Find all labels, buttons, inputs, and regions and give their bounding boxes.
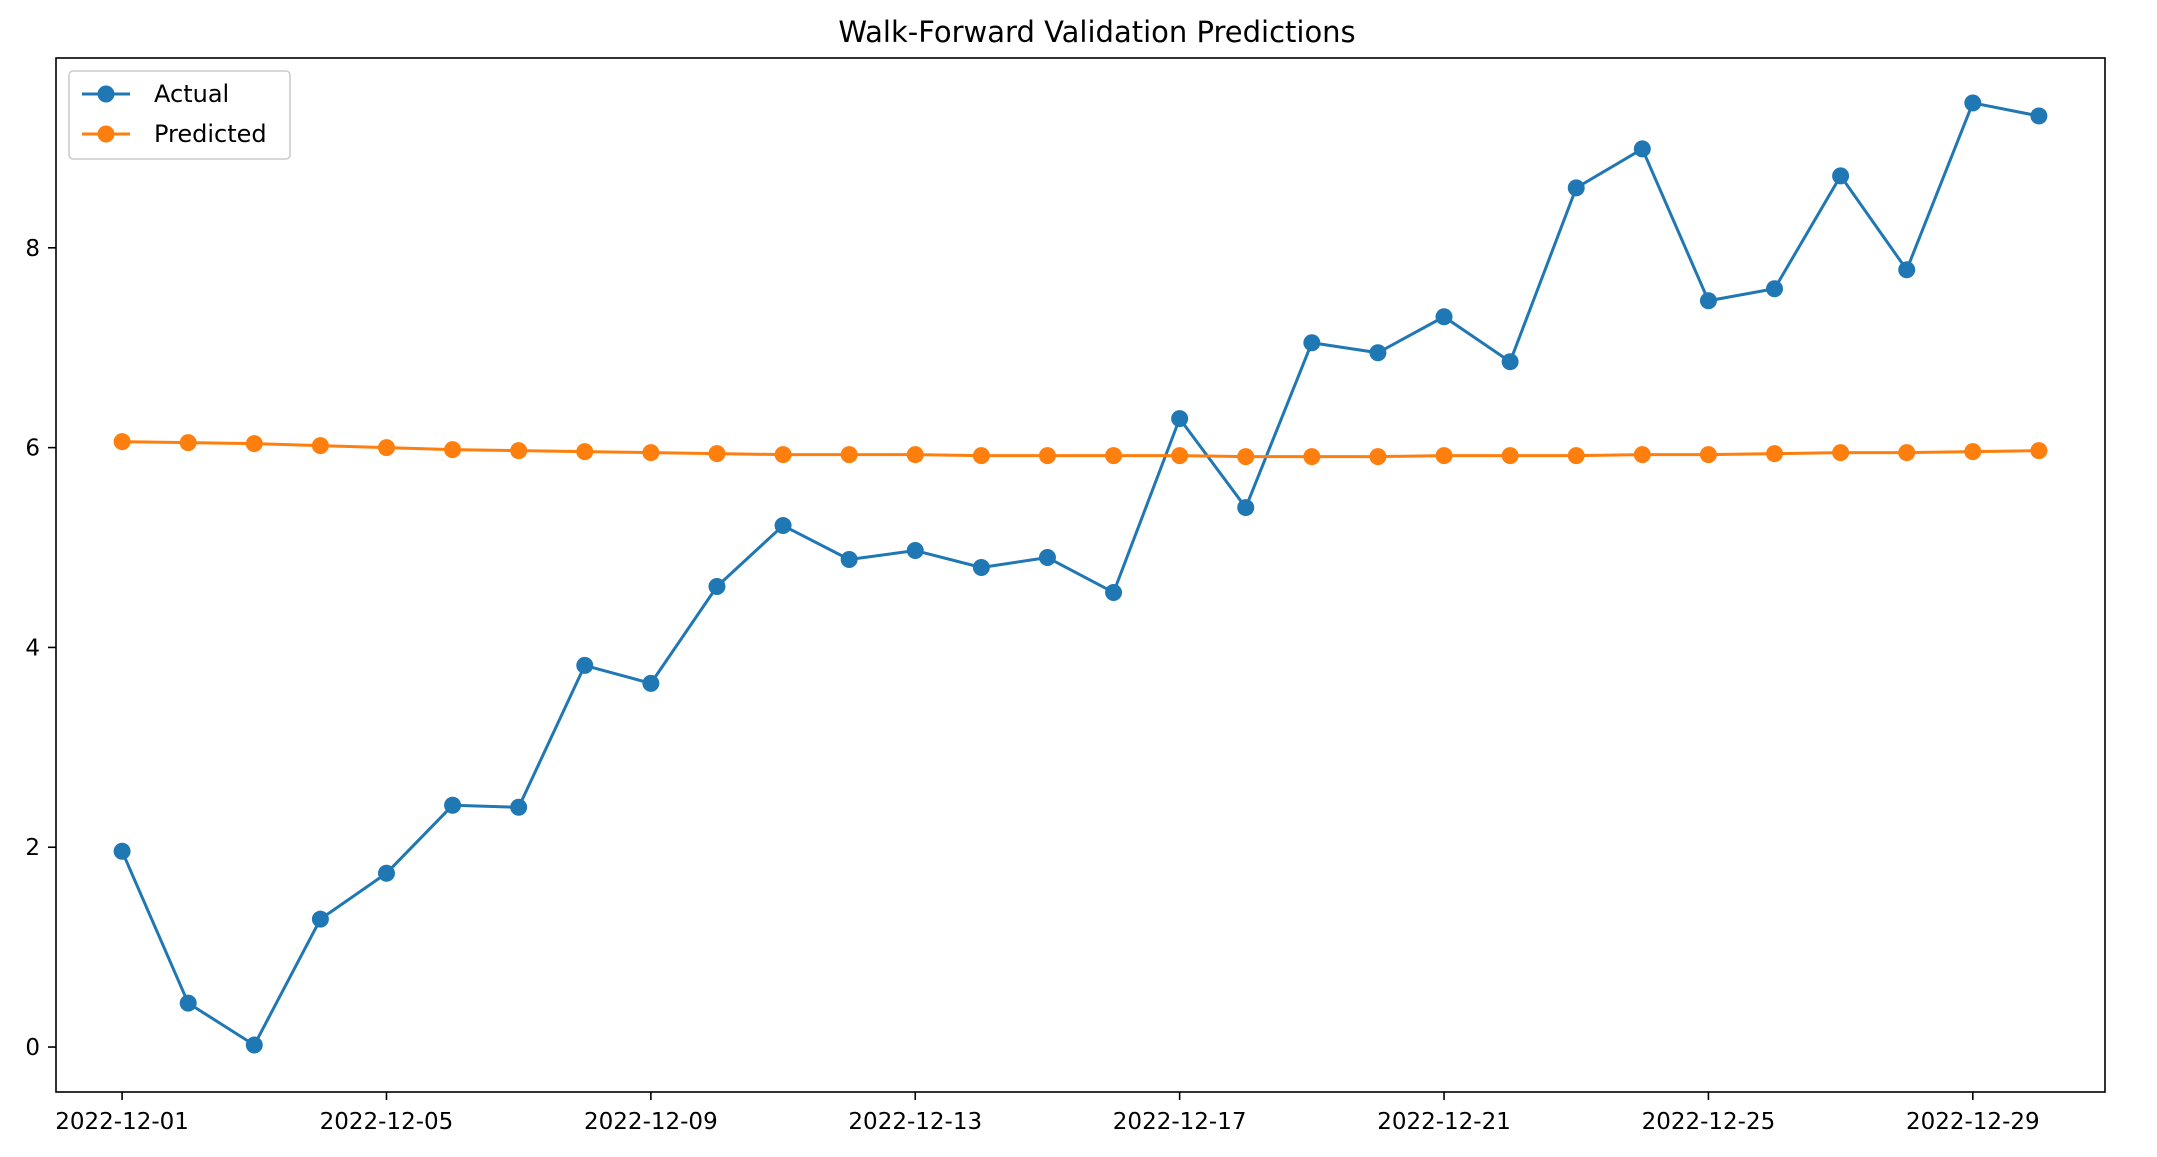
legend: Actual Predicted	[68, 70, 291, 160]
series-actual	[113, 94, 2048, 1054]
data-point-actual	[972, 559, 990, 577]
data-point-predicted	[179, 434, 197, 452]
data-point-actual	[840, 551, 858, 569]
y-tick-label: 2	[25, 835, 40, 861]
data-point-predicted	[1699, 446, 1717, 464]
x-axis: 2022-12-01 2022-12-05 2022-12-09 2022-12-13…	[55, 1092, 2040, 1135]
x-tick-label: 2022-12-25	[1642, 1109, 1776, 1135]
data-point-predicted	[1435, 447, 1453, 465]
y-tick-label: 0	[25, 1035, 40, 1061]
data-point-actual	[642, 674, 660, 692]
data-point-predicted	[1171, 447, 1189, 465]
data-point-actual	[1699, 292, 1717, 310]
x-tick-label: 2022-12-17	[1113, 1109, 1247, 1135]
y-tick-label: 4	[25, 635, 40, 661]
chart-title: Walk-Forward Validation Predictions	[838, 15, 1355, 49]
legend-marker-predicted	[97, 125, 115, 143]
data-point-predicted	[113, 433, 131, 451]
data-point-predicted	[840, 446, 858, 464]
data-point-actual	[906, 542, 924, 560]
data-point-predicted	[576, 443, 594, 461]
data-point-predicted	[510, 442, 528, 460]
data-point-actual	[1964, 94, 1982, 112]
legend-marker-actual	[97, 85, 115, 103]
data-point-predicted	[906, 446, 924, 464]
data-point-predicted	[1633, 446, 1651, 464]
plot-area	[55, 57, 2106, 1093]
data-point-predicted	[311, 437, 329, 455]
x-tick-label: 2022-12-01	[55, 1109, 189, 1135]
data-point-actual	[1303, 334, 1321, 352]
series-line-predicted	[122, 440, 2039, 459]
data-point-predicted	[1369, 448, 1387, 466]
data-point-actual	[1633, 140, 1651, 158]
data-point-predicted	[1237, 448, 1255, 466]
data-point-actual	[1171, 410, 1189, 428]
y-tick-label: 6	[25, 436, 40, 462]
data-point-predicted	[1038, 447, 1056, 465]
data-point-actual	[1369, 344, 1387, 362]
legend-label-actual: Actual	[154, 80, 229, 108]
data-point-predicted	[377, 439, 395, 457]
y-axis: 0 2 4 6 8	[25, 236, 56, 1061]
data-point-predicted	[245, 435, 263, 453]
data-point-predicted	[1766, 445, 1784, 463]
series-layer	[113, 94, 2048, 1054]
data-point-predicted	[1105, 447, 1123, 465]
data-point-predicted	[2030, 442, 2048, 460]
data-point-actual	[1832, 167, 1850, 185]
x-tick-label: 2022-12-29	[1906, 1109, 2040, 1135]
data-point-predicted	[1898, 444, 1916, 462]
data-point-actual	[1501, 353, 1519, 371]
data-point-predicted	[774, 446, 792, 464]
data-point-predicted	[708, 445, 726, 463]
data-point-actual	[510, 798, 528, 816]
data-point-actual	[708, 577, 726, 595]
data-point-actual	[1567, 179, 1585, 197]
data-point-actual	[444, 796, 462, 814]
legend-label-predicted: Predicted	[154, 120, 267, 148]
x-tick-label: 2022-12-21	[1377, 1109, 1511, 1135]
data-point-actual	[576, 656, 594, 674]
series-predicted	[113, 433, 2048, 466]
data-point-actual	[1237, 499, 1255, 517]
data-point-actual	[377, 864, 395, 882]
data-point-actual	[179, 994, 197, 1012]
series-line-actual	[120, 101, 2040, 1047]
data-point-predicted	[1303, 448, 1321, 466]
data-point-actual	[1898, 261, 1916, 279]
data-point-actual	[1038, 549, 1056, 567]
data-point-actual	[774, 517, 792, 535]
data-point-predicted	[1501, 447, 1519, 465]
y-tick-label: 8	[25, 236, 40, 262]
data-point-predicted	[1832, 444, 1850, 462]
data-point-actual	[1766, 280, 1784, 298]
data-point-actual	[113, 842, 131, 860]
data-point-actual	[1105, 583, 1123, 601]
data-point-actual	[1435, 308, 1453, 326]
data-point-predicted	[444, 441, 462, 459]
x-tick-label: 2022-12-09	[584, 1109, 718, 1135]
data-point-actual	[311, 910, 329, 928]
x-tick-label: 2022-12-13	[848, 1109, 982, 1135]
data-point-predicted	[1964, 443, 1982, 461]
data-point-predicted	[972, 447, 990, 465]
data-point-predicted	[1567, 447, 1585, 465]
data-point-actual	[245, 1036, 263, 1054]
x-tick-label: 2022-12-05	[320, 1109, 454, 1135]
data-point-actual	[2030, 107, 2048, 125]
data-point-predicted	[642, 444, 660, 462]
